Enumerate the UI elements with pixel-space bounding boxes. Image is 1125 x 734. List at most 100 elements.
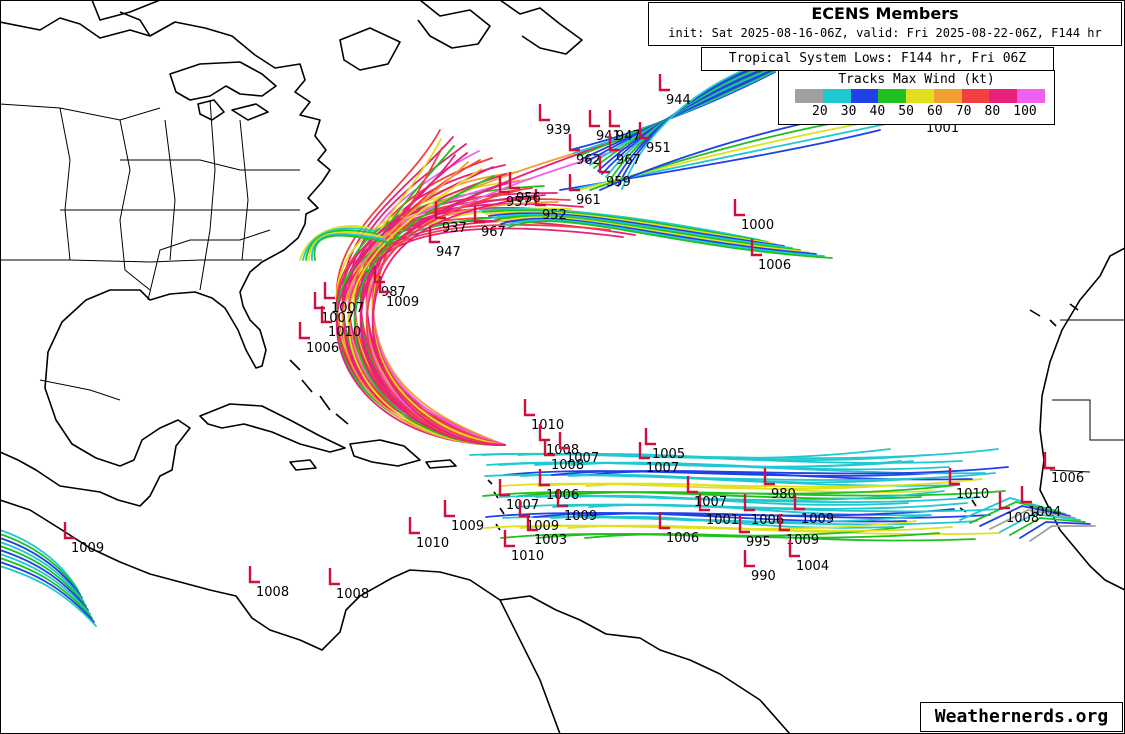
track-line <box>0 557 93 619</box>
low-pressure-label: 1010 <box>416 536 449 551</box>
low-pressure-label: 1010 <box>511 549 544 564</box>
legend-swatch <box>989 89 1018 103</box>
coastline-segment <box>0 17 331 507</box>
low-marker: 1009 <box>443 500 484 534</box>
low-symbol <box>743 494 755 512</box>
track-line <box>305 229 379 261</box>
low-symbol <box>534 189 546 207</box>
track-line <box>311 233 387 261</box>
low-pressure-label: 990 <box>751 569 776 584</box>
low-pressure-label: 1007 <box>506 498 539 513</box>
track-line <box>969 501 1066 524</box>
low-marker: 1009 <box>556 490 597 524</box>
coastline-segment <box>231 103 269 121</box>
track-line <box>959 497 1061 521</box>
border-segment <box>147 229 271 301</box>
coastline-segment <box>197 99 225 121</box>
low-marker: 1008 <box>328 568 369 602</box>
legend-tick: 100 <box>1013 104 1037 119</box>
legend-swatch <box>850 89 879 103</box>
low-marker: 1010 <box>503 530 544 564</box>
low-marker: 987 <box>373 266 406 300</box>
track-line <box>488 212 785 247</box>
low-pressure-label: 952 <box>542 208 567 223</box>
track-line <box>979 505 1071 527</box>
low-symbol <box>743 550 755 568</box>
low-symbol <box>434 202 446 220</box>
border-segment <box>0 103 300 171</box>
low-pressure-label: 947 <box>616 129 641 144</box>
legend-tick: 80 <box>984 104 1001 119</box>
low-symbol <box>63 522 75 540</box>
track-line <box>0 553 91 615</box>
low-marker: 1006 <box>538 469 579 503</box>
track-line <box>371 196 534 446</box>
low-marker: 1006 <box>743 494 784 528</box>
low-pressure-label: 947 <box>436 245 461 260</box>
low-symbol <box>428 226 440 244</box>
low-marker: 1000 <box>733 199 774 233</box>
low-pressure-label: 1003 <box>534 533 567 548</box>
low-symbol <box>558 432 570 450</box>
low-pressure-label: 1006 <box>666 531 699 546</box>
low-symbol <box>473 206 485 224</box>
low-marker: 1004 <box>1020 486 1061 520</box>
low-marker: 1008 <box>248 566 289 600</box>
low-symbol <box>738 516 750 534</box>
low-symbol <box>508 172 520 190</box>
low-symbol <box>658 74 670 92</box>
low-symbol <box>408 517 420 535</box>
border-segment <box>39 379 121 401</box>
low-marker: 1007 <box>558 432 599 466</box>
low-symbol <box>323 282 335 300</box>
legend-swatch <box>1017 89 1046 103</box>
low-symbol <box>373 266 385 284</box>
track-line <box>494 215 801 251</box>
low-pressure-label: 987 <box>381 285 406 300</box>
low-pressure-label: 1006 <box>546 488 579 503</box>
border-segment <box>60 119 300 261</box>
track-line <box>989 509 1076 530</box>
low-symbol <box>763 468 775 486</box>
track-line <box>503 470 937 477</box>
low-symbol <box>778 514 790 532</box>
track-line <box>353 175 506 446</box>
low-symbol <box>750 239 762 257</box>
coastline-segment <box>339 27 401 71</box>
low-symbol <box>523 399 535 417</box>
low-marker: 937 <box>434 202 467 236</box>
low-pressure-label: 967 <box>616 153 641 168</box>
low-marker: 1006 <box>298 322 339 356</box>
low-marker: 961 <box>568 174 601 208</box>
low-pressure-label: 995 <box>746 535 771 550</box>
low-marker: 1009 <box>378 276 419 310</box>
low-pressure-label: 1009 <box>386 295 419 310</box>
low-symbol <box>638 442 650 460</box>
track-line <box>0 529 79 591</box>
low-symbol <box>298 322 310 340</box>
track-line <box>568 473 912 484</box>
low-marker: 1005 <box>644 428 685 462</box>
low-symbol <box>1043 452 1055 470</box>
track-line <box>1009 517 1086 536</box>
track-line <box>0 541 85 603</box>
low-marker: 1010 <box>408 517 449 551</box>
legend-swatch <box>961 89 990 103</box>
legend-swatch <box>878 89 907 103</box>
low-marker: 967 <box>608 134 641 168</box>
legend-title: Tracks Max Wind (kt) <box>838 72 995 87</box>
track-line <box>483 520 917 530</box>
low-symbol <box>686 476 698 494</box>
map-title-box: ECENS Members init: Sat 2025-08-16-06Z, … <box>648 2 1122 46</box>
low-marker: 995 <box>738 516 771 550</box>
track-line <box>302 227 375 261</box>
low-symbol <box>498 479 510 497</box>
low-pressure-label: 1004 <box>796 559 829 574</box>
low-symbol <box>948 468 960 486</box>
track-line <box>1019 521 1091 539</box>
low-symbol <box>998 492 1010 510</box>
low-symbol <box>658 512 670 530</box>
low-marker: 1006 <box>658 512 699 546</box>
low-marker: 1001 <box>698 494 739 528</box>
